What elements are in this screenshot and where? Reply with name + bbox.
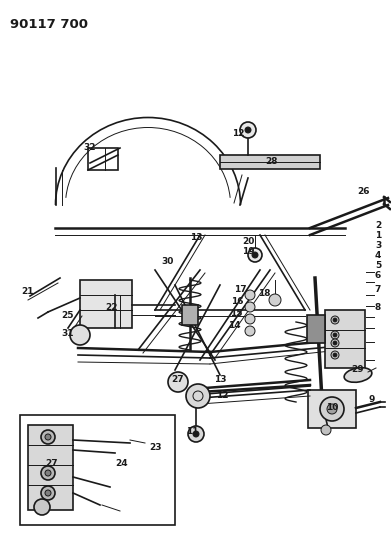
Circle shape <box>333 341 337 345</box>
Text: 7: 7 <box>375 286 381 295</box>
Circle shape <box>333 318 337 322</box>
Text: 14: 14 <box>228 321 240 330</box>
Circle shape <box>331 351 339 359</box>
Bar <box>20 415 175 525</box>
Circle shape <box>252 252 258 258</box>
Circle shape <box>34 499 50 515</box>
Bar <box>28 425 73 510</box>
Text: 31: 31 <box>62 328 74 337</box>
Text: 2: 2 <box>375 221 381 230</box>
Circle shape <box>320 397 344 421</box>
Circle shape <box>248 248 262 262</box>
Text: 27: 27 <box>46 458 58 467</box>
Circle shape <box>245 127 251 133</box>
Text: 32: 32 <box>84 143 96 152</box>
Circle shape <box>269 294 281 306</box>
Circle shape <box>245 302 255 312</box>
Bar <box>308 390 356 428</box>
Text: 4: 4 <box>375 251 381 260</box>
Text: 9: 9 <box>369 395 375 405</box>
Circle shape <box>168 372 188 392</box>
Text: 29: 29 <box>352 366 364 375</box>
Text: 8: 8 <box>375 303 381 312</box>
Bar <box>80 280 132 328</box>
Text: 11: 11 <box>186 427 198 437</box>
Bar <box>307 315 325 343</box>
Text: 28: 28 <box>266 157 278 166</box>
Circle shape <box>327 404 337 414</box>
Circle shape <box>245 314 255 324</box>
Circle shape <box>331 316 339 324</box>
Circle shape <box>188 426 204 442</box>
Text: 18: 18 <box>258 288 270 297</box>
Circle shape <box>245 290 255 300</box>
Circle shape <box>333 353 337 357</box>
Circle shape <box>245 326 255 336</box>
Text: 13: 13 <box>190 232 202 241</box>
Circle shape <box>45 434 51 440</box>
Circle shape <box>186 384 210 408</box>
Circle shape <box>193 431 199 437</box>
Bar <box>220 155 320 169</box>
Circle shape <box>321 425 331 435</box>
Text: 12: 12 <box>232 128 244 138</box>
Text: 25: 25 <box>62 311 74 319</box>
Text: 22: 22 <box>106 303 118 312</box>
Text: 15: 15 <box>230 310 242 319</box>
Bar <box>325 310 365 368</box>
Ellipse shape <box>344 368 372 382</box>
Text: 6: 6 <box>375 271 381 279</box>
Text: 23: 23 <box>149 443 161 453</box>
Circle shape <box>331 331 339 339</box>
Text: 10: 10 <box>326 403 338 413</box>
Text: 90117 700: 90117 700 <box>10 18 88 31</box>
Text: 26: 26 <box>358 188 370 197</box>
Text: 24: 24 <box>116 458 128 467</box>
Text: 3: 3 <box>375 240 381 249</box>
Circle shape <box>41 486 55 500</box>
Text: 27: 27 <box>172 376 184 384</box>
Text: 5: 5 <box>375 261 381 270</box>
Text: 30: 30 <box>162 257 174 266</box>
Text: 19: 19 <box>242 247 254 256</box>
Text: 20: 20 <box>242 238 254 246</box>
Circle shape <box>41 466 55 480</box>
Text: 17: 17 <box>234 286 246 295</box>
Text: 21: 21 <box>22 287 34 296</box>
Circle shape <box>70 325 90 345</box>
Circle shape <box>240 122 256 138</box>
Circle shape <box>331 339 339 347</box>
Text: 13: 13 <box>214 376 226 384</box>
Circle shape <box>45 490 51 496</box>
Text: 1: 1 <box>375 230 381 239</box>
Circle shape <box>333 333 337 337</box>
Text: 12: 12 <box>216 391 228 400</box>
Circle shape <box>45 470 51 476</box>
Bar <box>88 148 118 170</box>
Circle shape <box>41 430 55 444</box>
Text: 16: 16 <box>231 297 243 306</box>
Bar <box>182 305 198 325</box>
